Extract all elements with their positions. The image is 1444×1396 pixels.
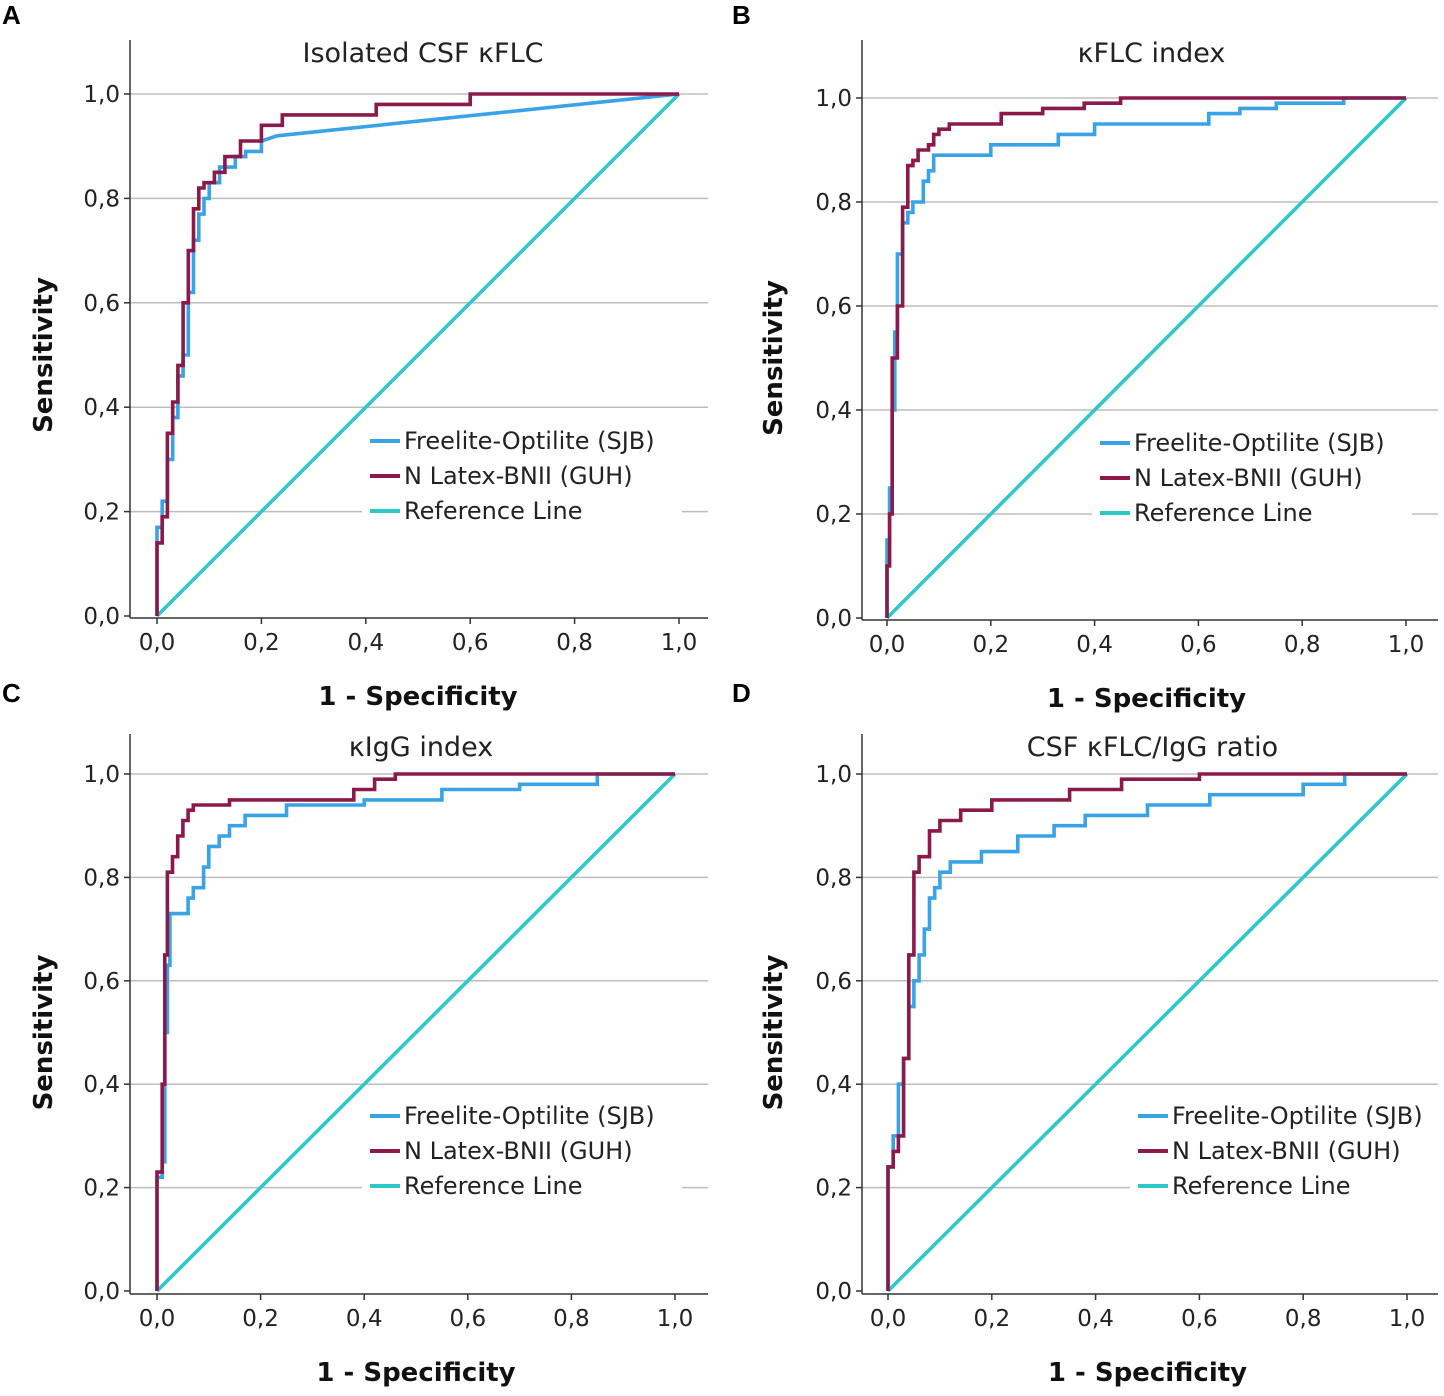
panel-d: D 0,0 0,2 0,4 0,6 0,8 1,0 0,0 0,2 0,4 0,6 0,8 1,0 CSF… <box>732 678 1440 1388</box>
series-line-reference-line <box>155 92 681 618</box>
x-tick-label: 0,2 <box>974 1306 1011 1332</box>
series-line-n-latex-bnii-guh <box>886 772 1407 1291</box>
panel-letter: C <box>2 678 21 708</box>
x-tick-label: 0,6 <box>450 1306 487 1332</box>
x-tick-label: 0,0 <box>139 1306 176 1332</box>
chart-title: κFLC index <box>1078 38 1226 69</box>
legend-background <box>362 419 682 537</box>
x-tick-label: 0,6 <box>1181 1306 1218 1332</box>
legend-label-reference-line: Reference Line <box>1134 499 1313 527</box>
chart-title: CSF κFLC/IgG ratio <box>1027 732 1278 763</box>
y-tick-label: 0,2 <box>815 1176 852 1202</box>
x-tick-label: 1,0 <box>1388 632 1425 658</box>
y-tick-label: 0,6 <box>815 294 852 320</box>
x-tick-label: 0,8 <box>1284 632 1321 658</box>
y-tick-label: 1,0 <box>83 762 120 788</box>
x-axis-label: 1 - Specificity <box>318 682 517 712</box>
legend-label-n-latex-bnii-guh: N Latex-BNII (GUH) <box>404 462 633 490</box>
y-tick-label: 0,2 <box>83 1176 120 1202</box>
legend-label-freelite-optilite-sjb: Freelite-Optilite (SJB) <box>1172 1102 1423 1130</box>
y-tick-label: 0,6 <box>83 969 120 995</box>
chart-title: Isolated CSF κFLC <box>303 38 544 69</box>
y-axis-label: Sensitivity <box>759 955 789 1111</box>
x-tick-label: 0,8 <box>1285 1306 1322 1332</box>
x-tick-label: 1,0 <box>1389 1306 1426 1332</box>
y-axis-label: Sensitivity <box>759 280 789 436</box>
series-line-reference-line <box>885 96 1408 620</box>
x-tick-label: 0,2 <box>242 1306 279 1332</box>
x-tick-label: 1,0 <box>657 1306 694 1332</box>
y-tick-label: 0,4 <box>815 1072 852 1098</box>
y-tick-label: 0,6 <box>815 969 852 995</box>
chart-title: κIgG index <box>349 732 493 763</box>
panel-c: C 0,0 0,2 0,4 0,6 0,8 1,0 0,0 0,2 0,4 0,6 0,8 1,0 κIg… <box>2 678 708 1388</box>
x-tick-label: 0,4 <box>1077 1306 1114 1332</box>
x-tick-label: 0,6 <box>452 630 489 656</box>
y-tick-label: 1,0 <box>83 82 120 108</box>
y-tick-label: 0,0 <box>83 1279 120 1305</box>
x-tick-label: 0,8 <box>556 630 593 656</box>
legend-label-n-latex-bnii-guh: N Latex-BNII (GUH) <box>404 1137 633 1165</box>
y-tick-label: 0,2 <box>83 500 120 526</box>
legend-label-freelite-optilite-sjb: Freelite-Optilite (SJB) <box>1134 429 1385 457</box>
legend-label-reference-line: Reference Line <box>1172 1172 1351 1200</box>
x-axis-label: 1 - Specificity <box>1048 1358 1247 1388</box>
legend-label-freelite-optilite-sjb: Freelite-Optilite (SJB) <box>404 427 655 455</box>
y-tick-label: 0,4 <box>83 1072 120 1098</box>
y-tick-label: 0,4 <box>83 395 120 421</box>
series-line-n-latex-bnii-guh <box>885 96 1406 618</box>
x-tick-label: 0,2 <box>243 630 280 656</box>
y-tick-label: 0,6 <box>83 291 120 317</box>
y-tick-label: 0,8 <box>83 865 120 891</box>
y-tick-label: 1,0 <box>815 762 852 788</box>
x-tick-label: 0,4 <box>348 630 385 656</box>
y-tick-label: 0,2 <box>815 502 852 528</box>
y-tick-label: 0,8 <box>815 190 852 216</box>
x-tick-label: 0,0 <box>870 1306 907 1332</box>
legend-label-n-latex-bnii-guh: N Latex-BNII (GUH) <box>1134 464 1363 492</box>
x-tick-label: 0,4 <box>346 1306 383 1332</box>
series-line-freelite-optilite-sjb <box>885 96 1406 618</box>
legend-label-reference-line: Reference Line <box>404 497 583 525</box>
panel-letter: D <box>732 678 751 708</box>
x-tick-label: 1,0 <box>661 630 698 656</box>
x-tick-label: 0,2 <box>973 632 1010 658</box>
y-tick-label: 1,0 <box>815 86 852 112</box>
series-line-n-latex-bnii-guh <box>155 772 675 1291</box>
y-tick-label: 0,8 <box>815 865 852 891</box>
x-axis-label: 1 - Specificity <box>1047 684 1246 714</box>
x-tick-label: 0,6 <box>1180 632 1217 658</box>
legend-background <box>362 1094 682 1212</box>
legend-label-reference-line: Reference Line <box>404 1172 583 1200</box>
legend-background <box>1130 1094 1440 1212</box>
y-tick-label: 0,0 <box>815 606 852 632</box>
legend-background <box>1092 421 1412 539</box>
series-line-reference-line <box>155 772 677 1293</box>
x-axis-label: 1 - Specificity <box>316 1358 515 1388</box>
x-tick-label: 0,0 <box>869 632 906 658</box>
series-line-reference-line <box>886 772 1409 1293</box>
series-line-freelite-optilite-sjb <box>155 772 675 1291</box>
legend-label-freelite-optilite-sjb: Freelite-Optilite (SJB) <box>404 1102 655 1130</box>
legend-label-n-latex-bnii-guh: N Latex-BNII (GUH) <box>1172 1137 1401 1165</box>
x-tick-label: 0,0 <box>139 630 176 656</box>
series-line-n-latex-bnii-guh <box>155 92 679 616</box>
x-tick-label: 0,4 <box>1076 632 1113 658</box>
y-tick-label: 0,8 <box>83 186 120 212</box>
x-tick-label: 0,8 <box>553 1306 590 1332</box>
panel-b: B 0,0 0,2 0,4 0,6 0,8 1,0 0,0 0,2 0,4 0,6 0,8 1,0 κFL… <box>732 0 1438 714</box>
panel-letter: A <box>2 0 21 30</box>
panel-letter: B <box>732 0 751 30</box>
y-axis-label: Sensitivity <box>29 955 59 1111</box>
y-tick-label: 0,0 <box>815 1279 852 1305</box>
panel-a: A 0,0 0,2 0,4 0,6 0,8 1,0 0,0 0,2 0,4 0,6 0,8 1,0 Iso… <box>2 0 708 712</box>
y-tick-label: 0,4 <box>815 398 852 424</box>
y-tick-label: 0,0 <box>83 604 120 630</box>
y-axis-label: Sensitivity <box>29 277 59 433</box>
